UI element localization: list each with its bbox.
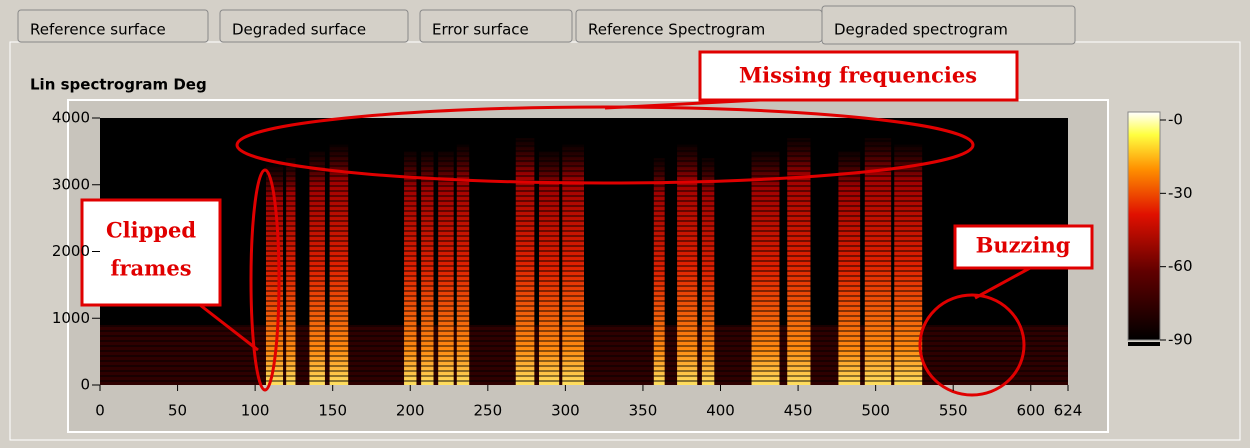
colorbar-label: -0 bbox=[1168, 111, 1183, 129]
ellipse bbox=[918, 293, 1026, 397]
x-tick-label: 300 bbox=[551, 402, 580, 420]
tab-label[interactable]: Degraded spectrogram bbox=[834, 21, 1008, 39]
colorbar-underflow bbox=[1128, 342, 1160, 346]
connector bbox=[199, 303, 259, 352]
tab-label[interactable]: Reference surface bbox=[30, 21, 166, 39]
x-tick-label: 250 bbox=[474, 402, 503, 420]
annotation-box bbox=[80, 198, 222, 307]
x-tick-label: 50 bbox=[168, 402, 187, 420]
x-tick-label: 200 bbox=[396, 402, 425, 420]
x-tick-label: 350 bbox=[629, 402, 658, 420]
tab[interactable]: Error surface bbox=[419, 9, 573, 43]
y-tick-label: 3000 bbox=[52, 175, 90, 193]
x-tick-label: 624 bbox=[1054, 402, 1083, 420]
x-tick-label: 450 bbox=[784, 402, 813, 420]
x-tick-label: 400 bbox=[706, 402, 735, 420]
y-tick-label: 4000 bbox=[52, 109, 90, 127]
tab-body bbox=[17, 9, 209, 43]
tab-label[interactable]: Reference Spectrogram bbox=[588, 21, 765, 39]
x-tick-label: 0 bbox=[95, 402, 105, 420]
tab[interactable]: Reference surface bbox=[17, 9, 209, 43]
y-tick-label: 0 bbox=[80, 376, 90, 394]
tab-body bbox=[219, 9, 409, 43]
graph-title: Lin spectrogram Deg bbox=[30, 76, 207, 94]
tab-body bbox=[821, 5, 1076, 45]
annotation: Buzzing bbox=[976, 233, 1071, 258]
tab[interactable]: Degraded surface bbox=[219, 9, 409, 43]
y-tick-label: 2000 bbox=[52, 242, 90, 260]
annotation-box bbox=[698, 50, 1019, 102]
tab[interactable]: Degraded spectrogram bbox=[821, 5, 1076, 45]
harmonics bbox=[100, 118, 1068, 385]
connector bbox=[974, 266, 1031, 300]
x-tick-label: 500 bbox=[861, 402, 890, 420]
ellipse bbox=[249, 168, 281, 392]
tab-body bbox=[419, 9, 573, 43]
y-tick-label: 1000 bbox=[52, 309, 90, 327]
tab-label[interactable]: Degraded surface bbox=[232, 21, 366, 39]
annotation: frames bbox=[110, 256, 191, 281]
x-tick-label: 600 bbox=[1016, 402, 1045, 420]
tab-label[interactable]: Error surface bbox=[432, 21, 529, 39]
annotation: Clipped bbox=[106, 218, 196, 243]
annotation-box bbox=[953, 224, 1094, 270]
x-tick-label: 150 bbox=[318, 402, 347, 420]
x-tick-label: 100 bbox=[241, 402, 270, 420]
colorbar-label: -60 bbox=[1168, 257, 1193, 275]
colorbar-label: -90 bbox=[1168, 331, 1193, 349]
tab[interactable]: Reference Spectrogram bbox=[575, 9, 823, 43]
colorbar-label: -30 bbox=[1168, 184, 1193, 202]
annotation: Missing frequencies bbox=[739, 63, 977, 88]
x-tick-label: 550 bbox=[939, 402, 968, 420]
colorbar bbox=[1127, 111, 1161, 341]
